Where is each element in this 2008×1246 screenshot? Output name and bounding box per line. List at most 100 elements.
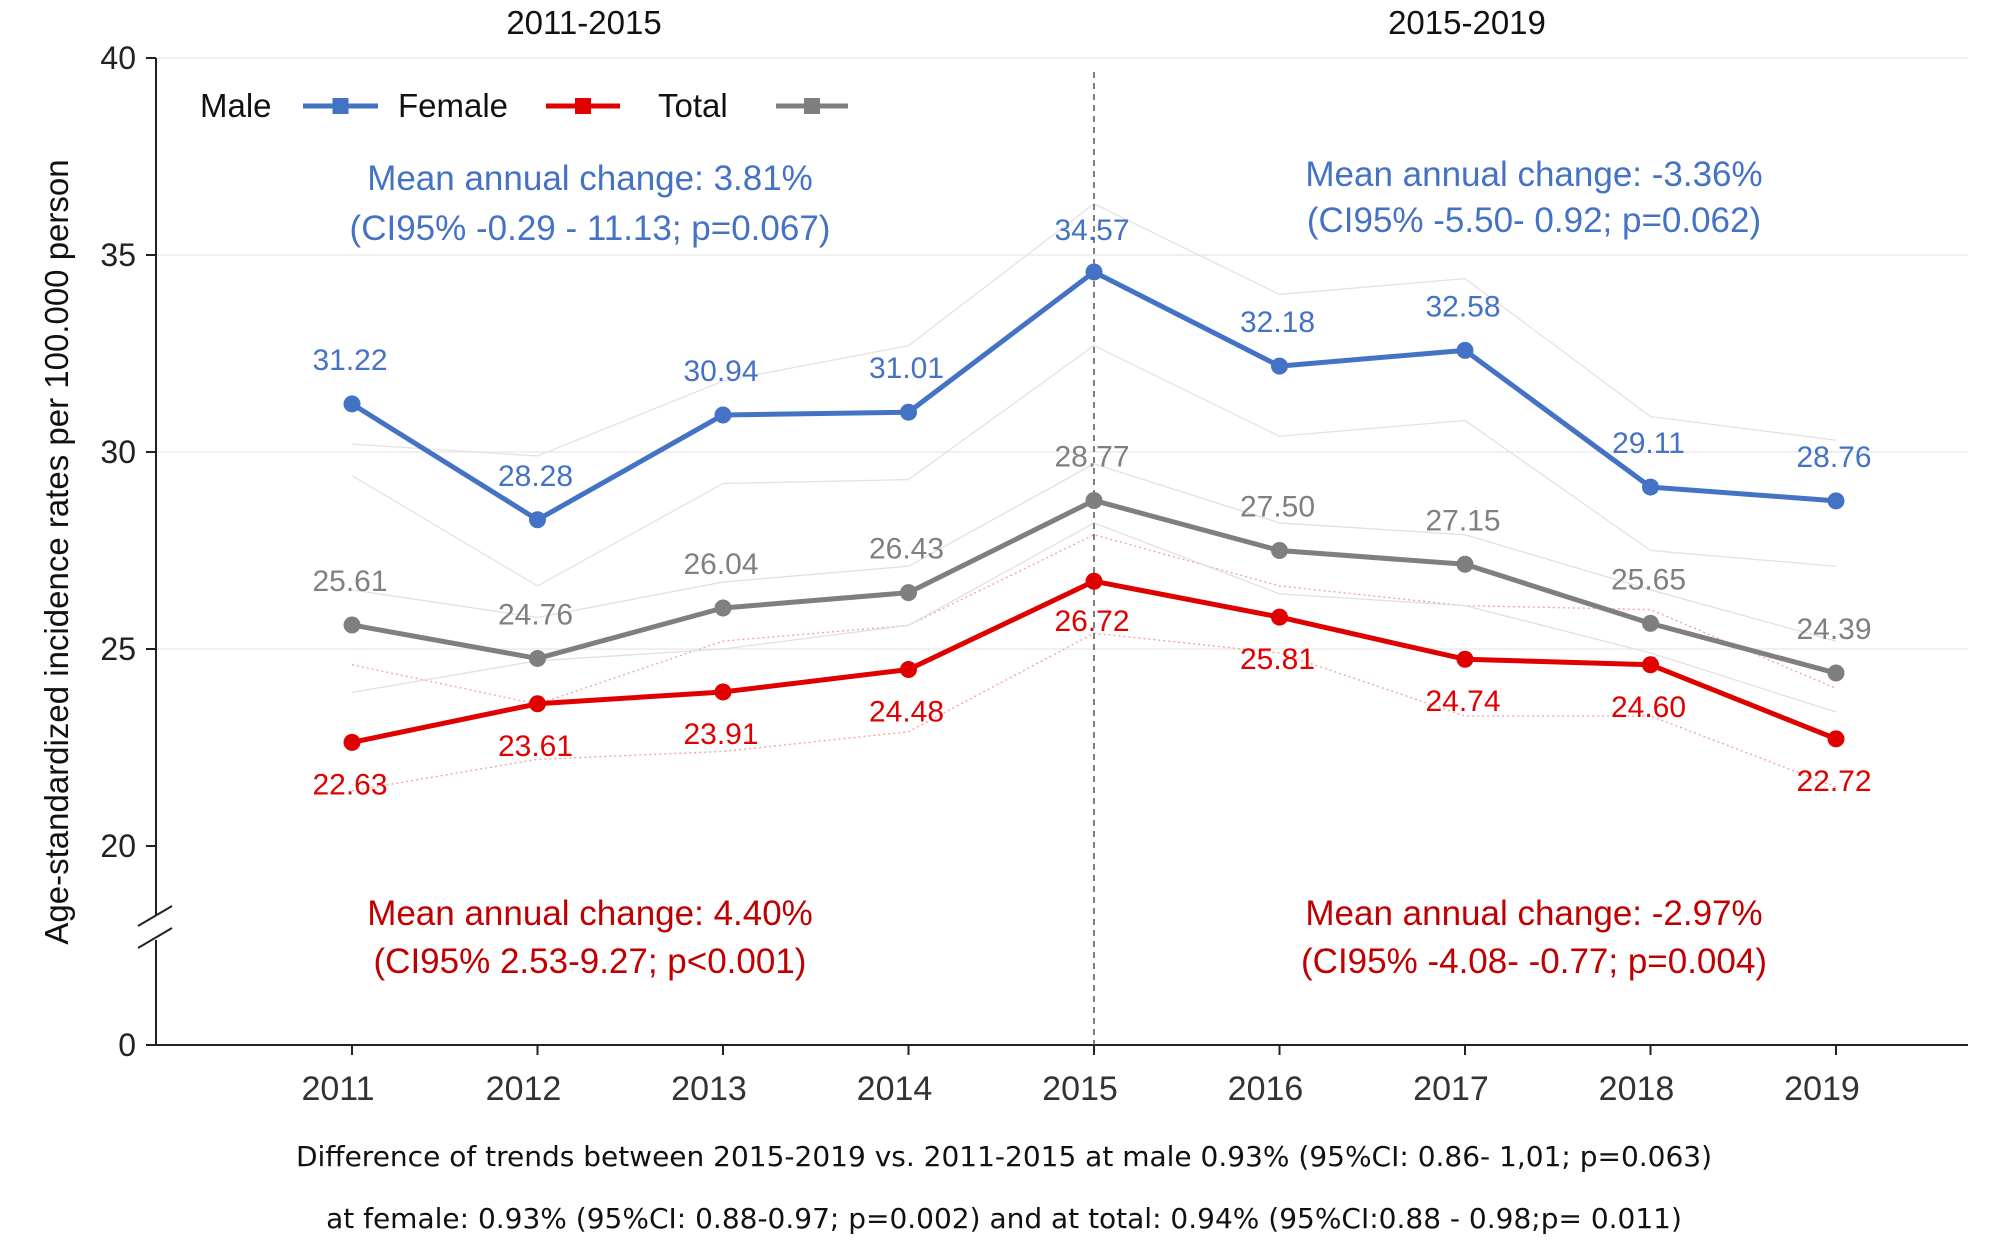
female-point-2011 <box>343 733 361 751</box>
annotation-upper-left-line1: Mean annual change: 3.81% <box>367 159 813 198</box>
total-point-2013 <box>714 599 732 617</box>
total-point-2016 <box>1271 542 1288 559</box>
female-ci-upper <box>351 534 1837 705</box>
annotation-upper-right-line2: (CI95% -5.50- 0.92; p=0.062) <box>1307 201 1761 240</box>
legend-label-total: Total <box>658 87 728 124</box>
y-axis-title: Age-standardized incidence rates per 100… <box>38 159 75 944</box>
annotation-upper-left-line2: (CI95% -0.29 - 11.13; p=0.067) <box>350 209 831 248</box>
total-data-label-2019: 24.39 <box>1796 613 1871 646</box>
annotation-lower-right-line1: Mean annual change: -2.97% <box>1305 894 1762 933</box>
annotation-lower-right-line2: (CI95% -4.08- -0.77; p=0.004) <box>1301 942 1767 981</box>
x-tick-label: 2013 <box>671 1070 747 1108</box>
annotation-lower-left-line2: (CI95% 2.53-9.27; p<0.001) <box>374 942 807 981</box>
male-point-2016 <box>1271 357 1288 375</box>
annotations: Mean annual change: 3.81% (CI95% -0.29 - … <box>350 155 1767 981</box>
y-tick-label: 40 <box>100 40 136 76</box>
male-data-label-2018: 29.11 <box>1612 427 1685 460</box>
female-data-label-2015: 26.72 <box>1054 605 1129 638</box>
total-data-label-2016: 27.50 <box>1240 491 1315 524</box>
axes: 40 35 30 25 20 0 Age-standardized incidence ra… <box>38 4 1968 1108</box>
female-point-2015 <box>1085 572 1103 590</box>
male-point-2013 <box>714 406 732 424</box>
total-data-label-2015: 28.77 <box>1054 440 1129 473</box>
male-data-label-2013: 30.94 <box>683 355 758 388</box>
male-data-label-2019: 28.76 <box>1796 441 1871 474</box>
y-tick-label: 35 <box>100 237 136 273</box>
axis-break-mark <box>137 905 173 927</box>
total-point-2012 <box>529 649 546 667</box>
x-tick-label: 2017 <box>1413 1070 1489 1108</box>
male-data-label-2011: 31.22 <box>312 344 387 377</box>
female-data-label-2014: 24.48 <box>869 695 944 728</box>
series-lines <box>343 263 1845 751</box>
male-point-2019 <box>1827 492 1845 510</box>
total-point-2015 <box>1085 491 1103 509</box>
male-point-2012 <box>529 511 546 529</box>
x-tick-label: 2011 <box>301 1070 374 1108</box>
y-tick-label: 0 <box>118 1027 136 1063</box>
male-data-label-2016: 32.18 <box>1240 306 1315 339</box>
x-tick-label: 2012 <box>486 1070 562 1108</box>
male-data-label-2012: 28.28 <box>498 460 573 493</box>
male-point-2011 <box>343 395 361 413</box>
female-data-label-2019: 22.72 <box>1796 765 1871 798</box>
male-data-label-2014: 31.01 <box>869 352 944 385</box>
male-data-label-2015: 34.57 <box>1054 214 1129 247</box>
legend-label-female: Female <box>398 87 508 124</box>
total-data-label-2013: 26.04 <box>683 548 758 581</box>
total-point-2019 <box>1827 664 1845 682</box>
female-data-label-2012: 23.61 <box>498 730 573 763</box>
total-data-label-2012: 24.76 <box>498 598 573 631</box>
total-ci-upper <box>351 463 1837 642</box>
female-point-2017 <box>1456 650 1474 668</box>
male-point-2017 <box>1456 341 1474 359</box>
female-data-label-2017: 24.74 <box>1425 685 1500 718</box>
female-point-2018 <box>1642 656 1659 674</box>
female-point-2014 <box>900 660 917 678</box>
footer-trend-difference-line-2: at female: 0.93% (95%CI: 0.88-0.97; p=0.… <box>326 1202 1682 1235</box>
total-point-2014 <box>900 584 917 602</box>
total-point-2017 <box>1456 555 1474 573</box>
female-data-label-2013: 23.91 <box>683 718 758 751</box>
period-label-2015-2019: 2015-2019 <box>1388 4 1546 41</box>
female-data-label-2011: 22.63 <box>312 768 387 801</box>
total-ci-lower <box>351 522 1837 713</box>
data-labels: 31.22 28.28 30.94 31.01 34.57 32.18 32.58 29.11… <box>312 214 1871 801</box>
male-point-2014 <box>900 403 917 421</box>
male-point-2018 <box>1642 478 1659 496</box>
male-point-2015 <box>1085 263 1103 281</box>
annotation-upper-right-line1: Mean annual change: -3.36% <box>1305 155 1762 194</box>
total-point-2011 <box>343 616 361 634</box>
x-tick-label: 2015 <box>1042 1070 1118 1108</box>
female-data-label-2018: 24.60 <box>1611 691 1686 724</box>
total-data-label-2017: 27.15 <box>1425 504 1500 537</box>
y-tick-label: 20 <box>100 828 136 864</box>
gridlines <box>156 57 1968 650</box>
y-tick-label: 25 <box>100 631 136 667</box>
y-tick-label: 30 <box>100 434 136 470</box>
female-data-label-2016: 25.81 <box>1240 643 1315 676</box>
axis-break-mark <box>137 927 173 949</box>
x-tick-label: 2018 <box>1599 1070 1675 1108</box>
legend-marker-male <box>332 98 349 114</box>
female-point-2013 <box>714 683 732 701</box>
female-point-2016 <box>1271 608 1288 626</box>
female-point-2019 <box>1827 730 1845 748</box>
confidence-bands <box>351 203 1837 792</box>
period-label-2011-2015: 2011-2015 <box>506 4 661 41</box>
legend: Male Female Total <box>200 87 848 124</box>
annotation-lower-left-line1: Mean annual change: 4.40% <box>367 894 813 933</box>
total-data-label-2014: 26.43 <box>869 533 944 566</box>
male-data-label-2017: 32.58 <box>1425 290 1500 323</box>
x-tick-label: 2019 <box>1784 1070 1860 1108</box>
total-data-label-2011: 25.61 <box>312 565 387 598</box>
male-ci-upper <box>351 203 1837 457</box>
legend-marker-total <box>804 98 820 114</box>
footer-trend-difference-line-1: Difference of trends between 2015-2019 v… <box>295 1140 1713 1173</box>
total-point-2018 <box>1642 614 1659 632</box>
x-tick-label: 2014 <box>857 1070 933 1108</box>
total-data-label-2018: 25.65 <box>1611 563 1686 596</box>
male-ci-lower <box>351 344 1837 587</box>
legend-label-male: Male <box>200 87 272 124</box>
